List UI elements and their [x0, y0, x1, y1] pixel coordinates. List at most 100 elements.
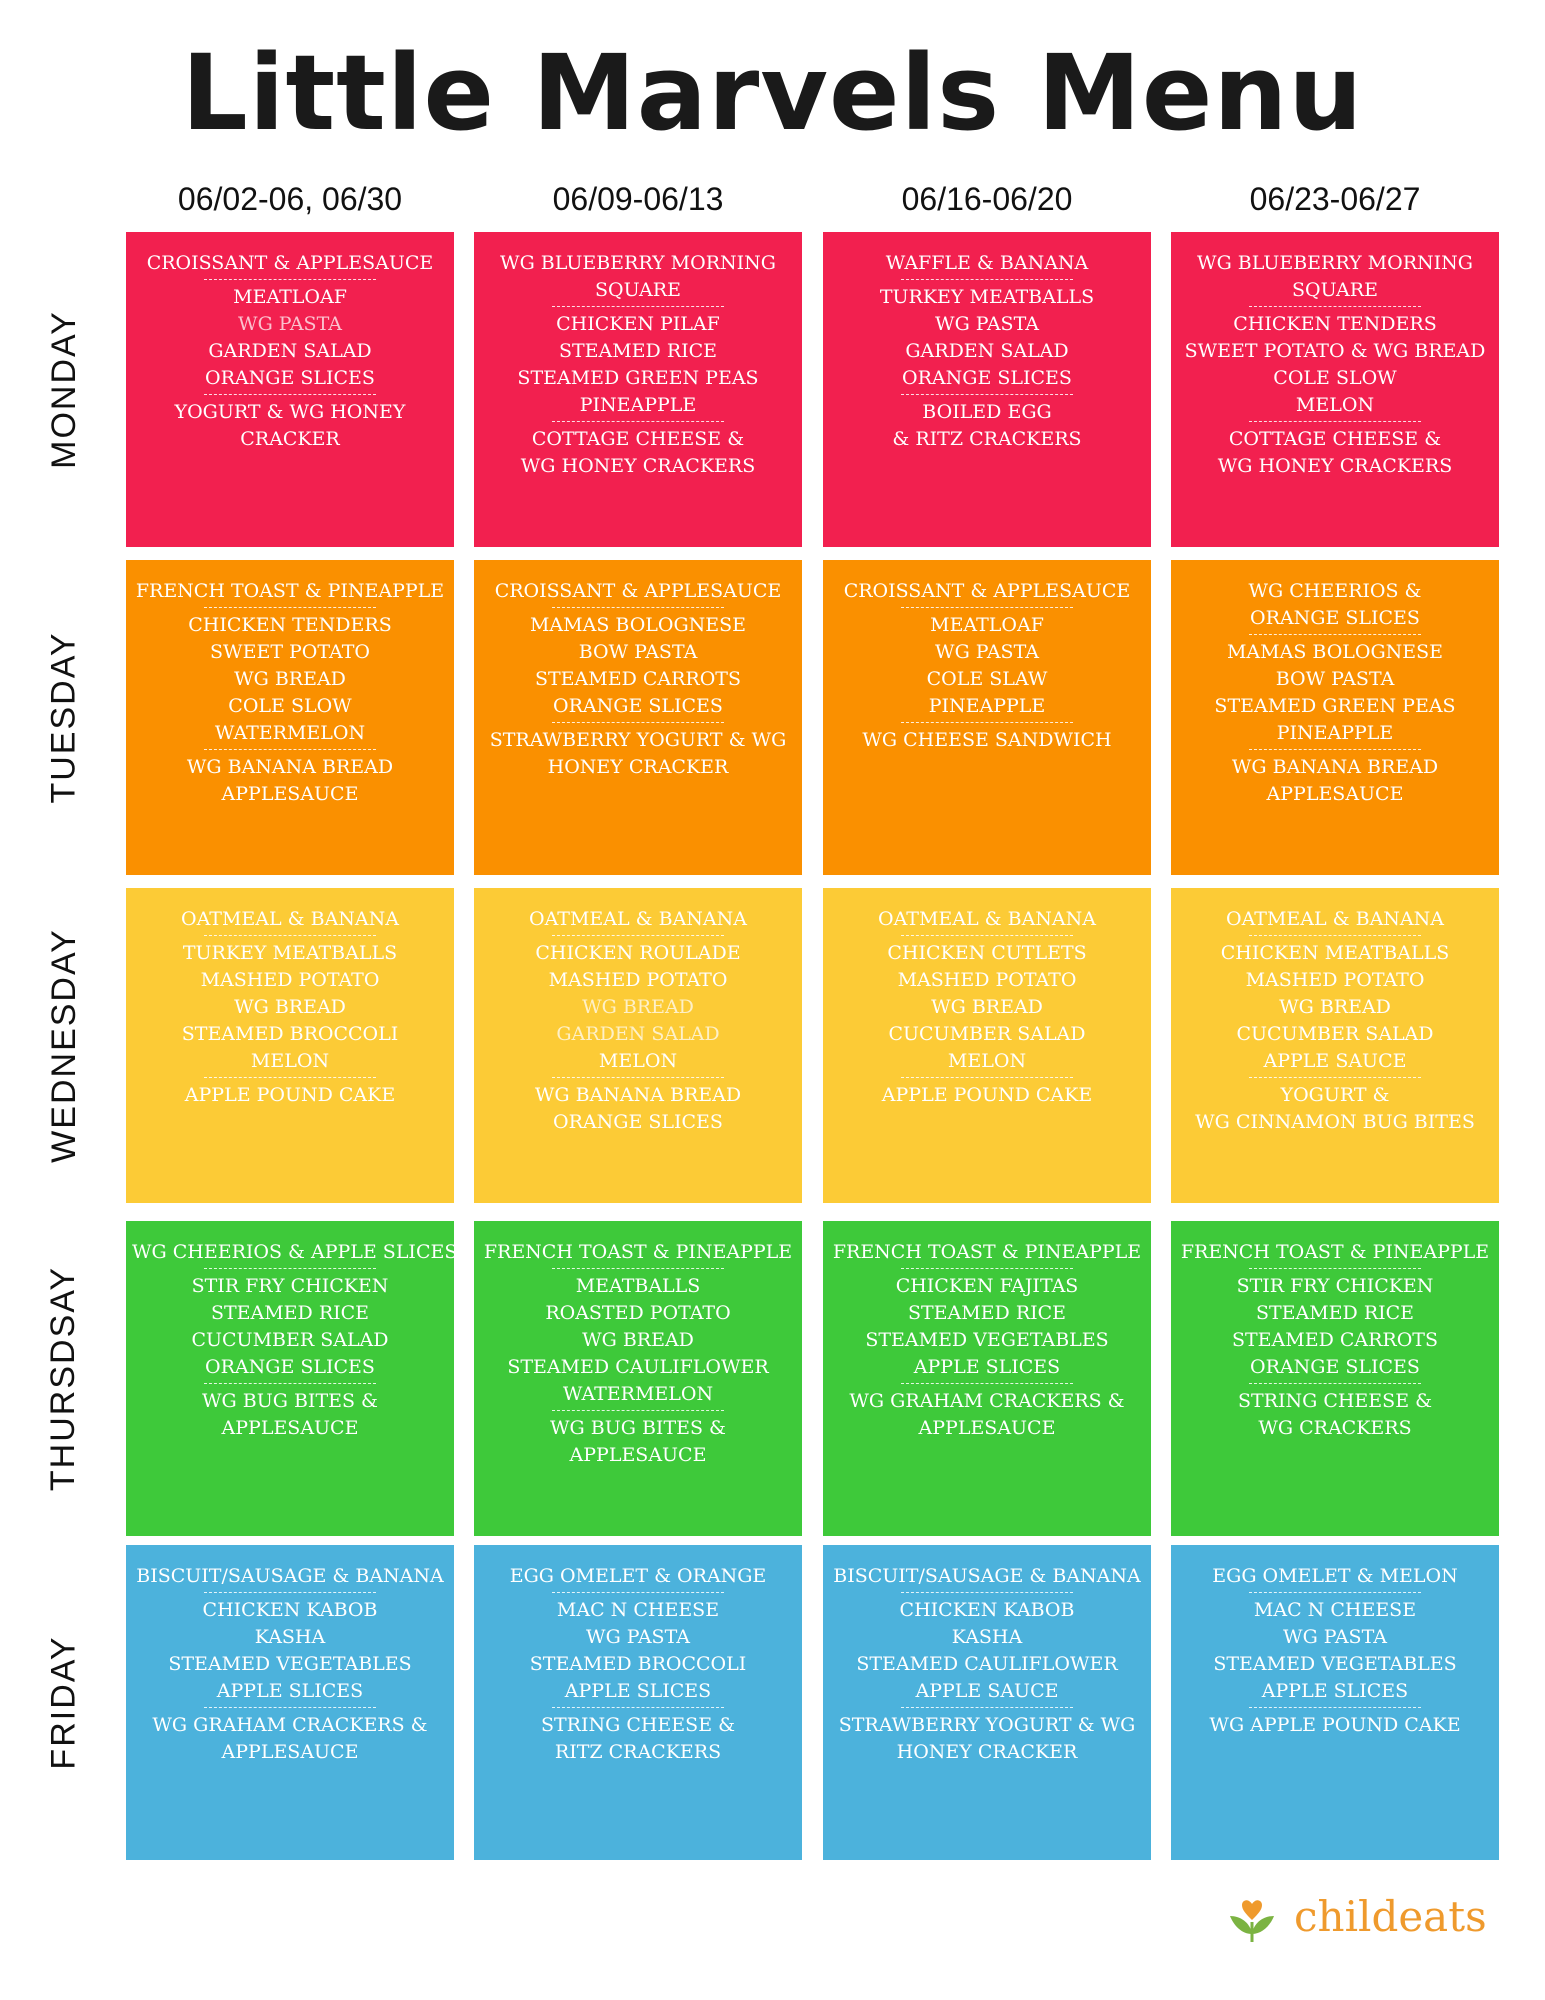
dashed-divider	[552, 1592, 724, 1593]
breakfast-item: WG BLUEBERRY MORNING	[1197, 252, 1473, 274]
lunch-item: WG PASTA	[935, 313, 1039, 335]
lunch-item: ORANGE SLICES	[1250, 1356, 1420, 1378]
dashed-divider	[1249, 1707, 1421, 1708]
breakfast-item: WG BLUEBERRY MORNING	[500, 252, 776, 274]
menu-cell: WG CHEERIOS & ORANGE SLICES MAMAS BOLOGNES…	[1171, 560, 1499, 875]
lunch-item: STEAMED GREEN PEAS	[1214, 695, 1456, 717]
menu-cell: FRENCH TOAST & PINEAPPLE MEATBALLS ROASTED…	[474, 1221, 802, 1536]
breakfast-item: OATMEAL & BANANA	[878, 908, 1096, 930]
snack-item: YOGURT &	[1280, 1084, 1390, 1106]
snack-item: RITZ CRACKERS	[554, 1741, 722, 1763]
dashed-divider	[204, 1268, 376, 1269]
breakfast-item: WG CHEERIOS &	[1248, 580, 1422, 602]
dashed-divider	[204, 1707, 376, 1708]
breakfast-item: FRENCH TOAST & PINEAPPLE	[483, 1241, 793, 1263]
snack-item: APPLE POUND CAKE	[881, 1084, 1093, 1106]
snack-item: APPLESAUCE	[569, 1444, 707, 1466]
day-name: MONDAY	[44, 310, 83, 469]
lunch-item: STEAMED BROCCOLI	[181, 1023, 399, 1045]
lunch-item: STEAMED RICE	[1255, 1302, 1415, 1324]
lunch-item: WATERMELON	[562, 1383, 714, 1405]
lunch-item: KASHA	[254, 1626, 326, 1648]
lunch-item: COLE SLAW	[926, 668, 1048, 690]
page-title: Little Marvels Menu	[181, 32, 1364, 154]
dashed-divider	[204, 1592, 376, 1593]
snack-item: COTTAGE CHEESE &	[1228, 428, 1442, 450]
lunch-item: APPLE SLICES	[216, 1680, 364, 1702]
snack-item: WG CINNAMON BUG BITES	[1195, 1111, 1475, 1133]
lunch-item: CHICKEN PILAF	[556, 313, 720, 335]
snack-item: HONEY CRACKER	[896, 1741, 1078, 1763]
day-name: THURSDSAY	[44, 1265, 83, 1492]
lunch-item: MASHED POTATO	[1245, 969, 1425, 991]
lunch-item: MELON	[250, 1050, 330, 1072]
dashed-divider	[1249, 1077, 1421, 1078]
day-label: MONDAY	[28, 232, 100, 547]
dashed-divider	[552, 935, 724, 936]
snack-item: APPLE POUND CAKE	[184, 1084, 396, 1106]
lunch-item: BOW PASTA	[1275, 668, 1395, 690]
lunch-item: GARDEN SALAD	[556, 1023, 720, 1045]
dashed-divider	[552, 722, 724, 723]
dashed-divider	[204, 394, 376, 395]
breakfast-item: OATMEAL & BANANA	[181, 908, 399, 930]
snack-item: WG BUG BITES &	[550, 1417, 726, 1439]
day-label: FRIDAY	[28, 1545, 100, 1860]
snack-item: ORANGE SLICES	[553, 1111, 723, 1133]
lunch-item: CHICKEN ROULADE	[535, 942, 741, 964]
dashed-divider	[901, 1383, 1073, 1384]
breakfast-item: CROISSANT & APPLESAUCE	[843, 580, 1131, 602]
lunch-item: STEAMED CAULIFLOWER	[856, 1653, 1118, 1675]
lunch-item: SWEET POTATO & WG BREAD	[1184, 340, 1486, 362]
snack-item: WG BANANA BREAD	[1231, 756, 1439, 778]
dashed-divider	[552, 607, 724, 608]
menu-cell: WG BLUEBERRY MORNING SQUARE CHICKEN TENDER…	[1171, 232, 1499, 547]
lunch-item: APPLE SAUCE	[915, 1680, 1059, 1702]
week-header: 06/23-06/27	[1249, 181, 1421, 217]
lunch-item: STEAMED VEGETABLES	[1213, 1653, 1457, 1675]
snack-item: STRAWBERRY YOGURT & WG	[489, 729, 787, 751]
lunch-item: CHICKEN TENDERS	[1233, 313, 1437, 335]
dashed-divider	[1249, 634, 1421, 635]
dashed-divider	[901, 935, 1073, 936]
dashed-divider	[901, 394, 1073, 395]
menu-cell: WAFFLE & BANANA TURKEY MEATBALLS WG PASTA G…	[823, 232, 1151, 547]
snack-item: CRACKER	[240, 428, 340, 450]
snack-item: APPLESAUCE	[221, 1417, 359, 1439]
lunch-item: STEAMED CARROTS	[1231, 1329, 1438, 1351]
lunch-item: STEAMED VEGETABLES	[865, 1329, 1109, 1351]
lunch-item: COLE SLOW	[1273, 367, 1397, 389]
lunch-item: APPLE SAUCE	[1263, 1050, 1407, 1072]
menu-cell: OATMEAL & BANANA CHICKEN CUTLETS MASHED PO…	[823, 888, 1151, 1203]
dashed-divider	[901, 279, 1073, 280]
lunch-item: ORANGE SLICES	[205, 367, 375, 389]
breakfast-item: OATMEAL & BANANA	[1226, 908, 1444, 930]
menu-cell: EGG OMELET & ORANGE MAC N CHEESE WG PASTA S…	[474, 1545, 802, 1860]
lunch-item: STEAMED RICE	[558, 340, 718, 362]
breakfast-item: WAFFLE & BANANA	[885, 252, 1089, 274]
breakfast-item: CROISSANT & APPLESAUCE	[146, 252, 434, 274]
lunch-item: MASHED POTATO	[548, 969, 728, 991]
breakfast-item: FRENCH TOAST & PINEAPPLE	[135, 580, 445, 602]
lunch-item: STIR FRY CHICKEN	[1236, 1275, 1434, 1297]
lunch-item: MEATBALLS	[575, 1275, 701, 1297]
menu-cell: CROISSANT & APPLESAUCE MAMAS BOLOGNESE BOW…	[474, 560, 802, 875]
lunch-item: STEAMED RICE	[907, 1302, 1067, 1324]
lunch-item: MAMAS BOLOGNESE	[529, 614, 747, 636]
day-name: FRIDAY	[44, 1635, 83, 1770]
dashed-divider	[552, 306, 724, 307]
lunch-item: CHICKEN TENDERS	[188, 614, 392, 636]
lunch-item: STEAMED GREEN PEAS	[517, 367, 759, 389]
lunch-item: CHICKEN KABOB	[899, 1599, 1075, 1621]
snack-item: WG BANANA BREAD	[534, 1084, 742, 1106]
childeats-logo	[1230, 1900, 1274, 1942]
breakfast-item: ORANGE SLICES	[1250, 607, 1420, 629]
menu-cell: FRENCH TOAST & PINEAPPLE STIR FRY CHICKEN…	[1171, 1221, 1499, 1536]
menu-cell: OATMEAL & BANANA TURKEY MEATBALLS MASHED P…	[126, 888, 454, 1203]
lunch-item: ROASTED POTATO	[545, 1302, 731, 1324]
lunch-item: MEATLOAF	[233, 286, 347, 308]
snack-item: APPLESAUCE	[918, 1417, 1056, 1439]
lunch-item: MELON	[598, 1050, 678, 1072]
breakfast-item: BISCUIT/SAUSAGE & BANANA	[833, 1565, 1141, 1587]
dashed-divider	[901, 1707, 1073, 1708]
